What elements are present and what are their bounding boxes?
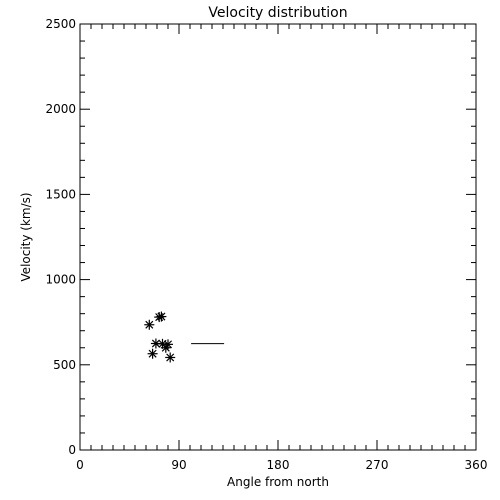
y-tick-label: 1500 bbox=[45, 187, 76, 201]
y-axis-ticks bbox=[80, 23, 476, 451]
data-point bbox=[163, 339, 173, 350]
data-point bbox=[144, 319, 155, 330]
plot-frame bbox=[79, 23, 477, 451]
x-axis-tick-labels: 0 90 180 270 360 bbox=[76, 458, 487, 472]
y-tick-label: 0 bbox=[68, 443, 76, 457]
x-axis-label: Angle from north bbox=[227, 475, 329, 489]
y-axis-label: Velocity (km/s) bbox=[19, 192, 33, 281]
x-tick-label: 270 bbox=[366, 458, 389, 472]
y-tick-label: 2500 bbox=[45, 17, 76, 31]
chart-title: Velocity distribution bbox=[208, 5, 347, 21]
x-axis-ticks bbox=[79, 24, 477, 450]
data-points bbox=[144, 311, 176, 363]
data-point bbox=[165, 352, 176, 363]
y-tick-label: 2000 bbox=[45, 102, 76, 116]
data-point bbox=[156, 311, 167, 322]
x-tick-label: 360 bbox=[465, 458, 488, 472]
x-tick-label: 180 bbox=[267, 458, 290, 472]
data-point bbox=[147, 348, 158, 359]
y-tick-label: 500 bbox=[53, 358, 76, 372]
y-tick-label: 1000 bbox=[45, 273, 76, 287]
x-tick-label: 0 bbox=[76, 458, 84, 472]
y-axis-tick-labels: 0 500 1000 1500 2000 2500 bbox=[45, 17, 76, 457]
x-tick-label: 90 bbox=[171, 458, 186, 472]
